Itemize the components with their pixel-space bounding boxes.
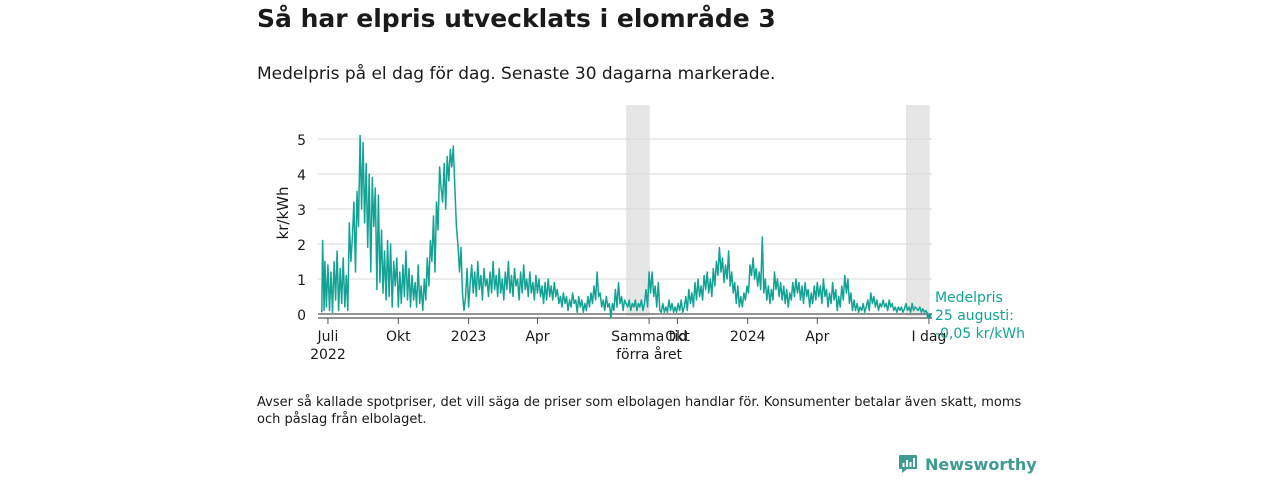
newsworthy-logo-icon <box>899 455 917 473</box>
price-line <box>321 134 930 319</box>
x-tick-label-5: Okt <box>665 329 690 345</box>
y-axis-label: kr/kWh <box>274 187 292 240</box>
y-tick-label-2: 2 <box>297 238 306 254</box>
x-tick-label-4: Samma tid förra året <box>611 329 687 363</box>
x-tick-label-7: Apr <box>805 329 829 345</box>
chart-title: Så har elpris utvecklats i elområde 3 <box>257 4 776 33</box>
x-tick-label-2: 2023 <box>451 329 487 345</box>
chart-subtitle: Medelpris på el dag för dag. Senaste 30 … <box>257 64 776 84</box>
x-tick-label-8: I dag <box>911 329 946 345</box>
latest-value-annotation: Medelpris 25 augusti: -0,05 kr/kWh <box>935 290 1025 342</box>
footnote: Avser så kallade spotpriser, det vill sä… <box>257 395 1022 427</box>
y-tick-label-5: 5 <box>297 133 306 149</box>
brand-logo[interactable]: Newsworthy <box>898 454 1037 474</box>
x-tick-label-1: Okt <box>386 329 411 345</box>
highlight-band-1 <box>906 105 930 316</box>
x-tick-label-0: Juli 2022 <box>310 329 346 363</box>
brand-name: Newsworthy <box>925 454 1037 474</box>
x-tick-label-3: Apr <box>525 329 549 345</box>
latest-point-marker <box>926 313 932 319</box>
y-tick-label-1: 1 <box>297 273 306 289</box>
highlight-band-0 <box>626 105 650 316</box>
x-tick-label-6: 2024 <box>730 329 766 345</box>
y-tick-label-4: 4 <box>297 168 306 184</box>
y-tick-label-3: 3 <box>297 203 306 219</box>
y-tick-label-0: 0 <box>297 308 306 324</box>
line-chart: 0 1 2 3 4 5 kr/kWh Juli 2022 Okt 2023 Apr Samma tid f… <box>274 105 1025 363</box>
